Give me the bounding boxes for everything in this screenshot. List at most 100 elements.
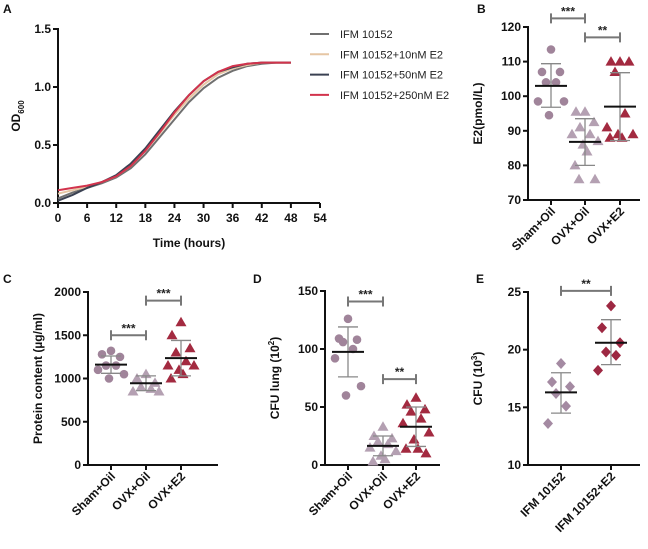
data-point-triangle: [153, 385, 165, 396]
significance-label: ***: [358, 287, 372, 301]
data-point-triangle: [614, 56, 626, 66]
data-point-circle: [106, 346, 116, 356]
data-point-triangle: [149, 377, 161, 387]
data-point-triangle: [588, 116, 600, 127]
data-point-diamond: [611, 349, 621, 361]
significance-label: ***: [156, 287, 170, 301]
y-tick-label: 50: [305, 400, 319, 414]
data-point-triangle: [162, 360, 174, 370]
data-point-triangle: [368, 430, 380, 440]
panel-letter: B: [477, 2, 486, 16]
data-point-triangle: [415, 413, 427, 423]
significance-bracket: [550, 13, 586, 24]
y-tick-label: 70: [508, 193, 522, 207]
y-axis-label-suffix: ): [268, 337, 282, 341]
y-axis-label-superscript: 3: [470, 355, 479, 360]
data-point-diamond: [606, 300, 616, 312]
significance-bracket: [584, 32, 621, 43]
data-point-circle: [341, 391, 351, 400]
data-point-triangle: [408, 433, 420, 444]
significance-label: **: [581, 277, 591, 291]
y-tick-label: 1000: [54, 372, 81, 386]
data-point-triangle: [180, 355, 192, 366]
data-point-triangle: [577, 139, 589, 149]
data-point-triangle: [419, 403, 431, 414]
significance-bracket: [145, 295, 182, 306]
data-point-circle: [338, 337, 348, 347]
panel-letter: A: [3, 2, 12, 16]
y-axis-label-text: CFU (10: [471, 360, 485, 406]
y-axis-label-text: CFU lung (10: [268, 345, 282, 419]
data-point-circle: [93, 365, 103, 375]
data-point-circle: [104, 374, 114, 383]
y-tick-label: 80: [508, 158, 522, 172]
data-point-circle: [541, 78, 551, 87]
significance-bracket: [382, 374, 417, 385]
y-tick-label: 0: [74, 458, 81, 472]
significance-bracket: [347, 296, 384, 307]
panel-c: C 0 500 1000 1500 2000 Protein content (µg/ml)…: [3, 272, 218, 518]
legend-label: IFM 10152: [340, 29, 393, 41]
significance-label: **: [395, 365, 405, 379]
y-tick-label: 20: [508, 343, 522, 357]
data-point-triangle: [601, 121, 613, 132]
data-point-triangle: [377, 421, 389, 431]
data-point-triangle: [390, 445, 402, 456]
x-tick-label: 42: [255, 211, 269, 225]
panel-letter: C: [3, 272, 12, 286]
y-tick-label: 1.5: [34, 22, 51, 36]
data-point-triangle: [423, 427, 435, 437]
data-point-triangle: [609, 66, 621, 76]
data-point-triangle: [584, 128, 596, 139]
x-tick-label: 0: [55, 211, 62, 225]
data-point-circle: [330, 353, 340, 363]
data-point-circle: [119, 369, 129, 379]
data-point-circle: [115, 352, 125, 362]
panel-letter: E: [476, 272, 484, 286]
y-axis-label: Protein content (µg/ml): [31, 313, 45, 444]
y-axis-label-suffix: ): [471, 352, 485, 356]
data-point-triangle: [127, 385, 139, 396]
data-point-triangle: [579, 106, 591, 116]
y-axis-label-text: E2(pmol/L): [471, 82, 485, 144]
y-axis-label-text: Protein content (µg/ml): [31, 313, 45, 444]
data-point-triangle: [400, 443, 412, 453]
y-tick-label: 110: [502, 55, 522, 69]
significance-bracket: [110, 330, 147, 341]
data-point-triangle: [566, 128, 578, 139]
x-tick-label: Sham+Oil: [306, 469, 355, 518]
data-point-triangle: [605, 56, 617, 66]
x-tick-label: Sham+Oil: [69, 469, 118, 518]
series-line: [57, 61, 291, 200]
legend-label: IFM 10152+10nM E2: [340, 49, 443, 61]
significance-label: ***: [561, 4, 575, 18]
data-point-triangle: [573, 173, 585, 184]
data-point-triangle: [627, 128, 639, 139]
y-axis-label: CFU (103): [470, 352, 485, 406]
data-point-triangle: [188, 360, 200, 370]
y-tick-label: 100: [298, 342, 318, 356]
data-point-triangle: [589, 173, 601, 184]
data-point-circle: [555, 67, 565, 77]
data-point-diamond: [565, 381, 575, 393]
y-tick-label: 25: [508, 285, 522, 299]
significance-bracket: [560, 285, 612, 296]
x-tick-label: Sham+Oil: [509, 204, 558, 253]
data-point-triangle: [412, 443, 424, 453]
data-point-diamond: [547, 376, 557, 388]
data-point-diamond: [543, 417, 553, 429]
data-point-diamond: [561, 400, 571, 412]
data-point-triangle: [184, 342, 196, 353]
data-point-triangle: [623, 56, 635, 66]
y-tick-label: 90: [508, 124, 522, 138]
x-tick-label: 48: [284, 211, 298, 225]
data-point-triangle: [574, 121, 586, 132]
y-axis-label: OD600: [9, 100, 26, 132]
data-point-circle: [551, 78, 561, 87]
x-tick-label: 6: [84, 211, 91, 225]
series-line: [57, 61, 291, 195]
data-point-circle: [343, 314, 353, 324]
data-point-circle: [356, 381, 366, 391]
